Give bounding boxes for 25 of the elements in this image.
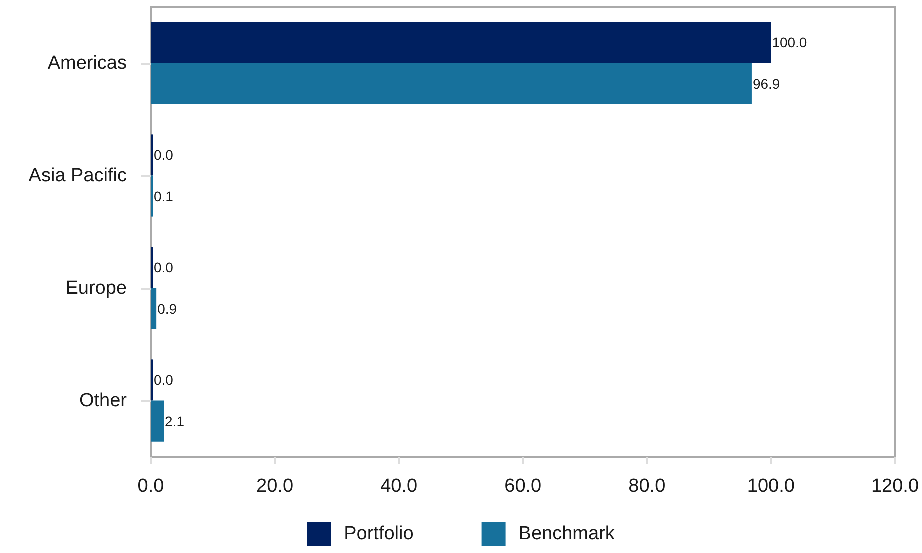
x-tick-label: 60.0: [504, 476, 542, 497]
y-tick-label: Americas: [48, 52, 127, 74]
x-tick-label: 20.0: [256, 476, 294, 497]
y-tick-label: Other: [79, 390, 128, 412]
y-tick-label: Europe: [66, 278, 127, 299]
data-label: 2.1: [165, 413, 185, 430]
data-label: 0.9: [158, 300, 178, 317]
data-label: 0.0: [154, 260, 174, 276]
bar: [151, 22, 772, 64]
data-label: 0.0: [154, 372, 174, 388]
x-tick-label: 80.0: [628, 476, 666, 497]
data-label: 0.0: [154, 147, 174, 164]
legend-label: Portfolio: [344, 524, 414, 544]
y-tick-label: Asia Pacific: [28, 165, 127, 186]
x-tick-label: 100.0: [747, 476, 795, 497]
data-label: 96.9: [752, 76, 780, 92]
data-label: 0.1: [154, 188, 174, 204]
data-label: 100.0: [772, 34, 808, 51]
bar: [151, 400, 164, 442]
legend-label: Benchmark: [518, 524, 616, 544]
bar: [151, 288, 157, 330]
x-tick-label: 0.0: [138, 476, 164, 497]
x-tick-label: 40.0: [380, 476, 418, 497]
bar: [151, 63, 752, 104]
x-tick-label: 120.0: [871, 476, 919, 497]
